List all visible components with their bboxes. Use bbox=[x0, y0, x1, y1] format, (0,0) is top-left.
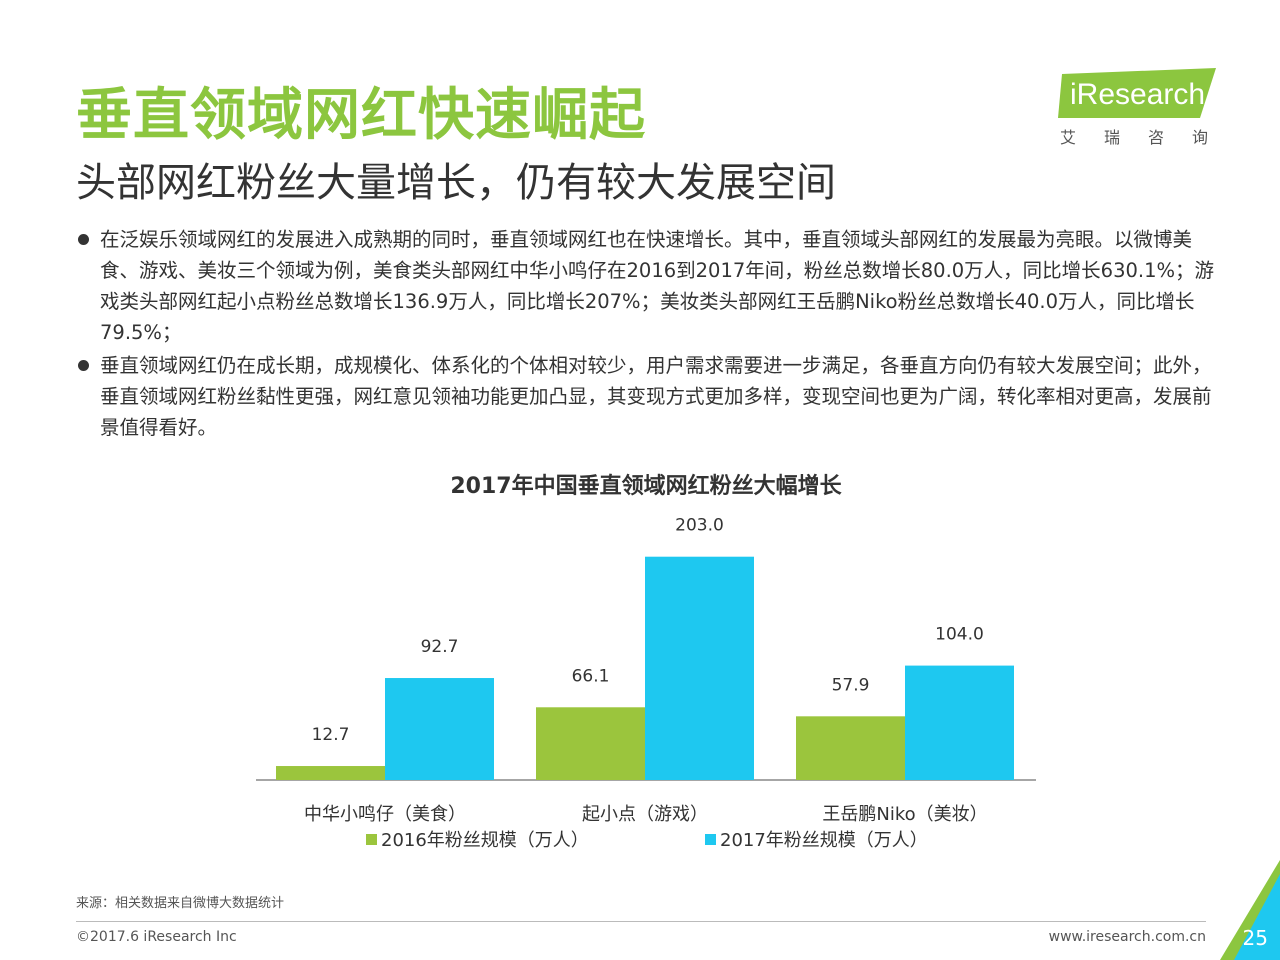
bar-2017 bbox=[905, 665, 1014, 780]
logo-chinese-name: 艾瑞咨询 bbox=[1060, 128, 1237, 147]
page-number: 25 bbox=[1242, 926, 1268, 950]
legend-item-2017: 2017年粉丝规模（万人） bbox=[705, 826, 928, 852]
data-label: 92.7 bbox=[421, 637, 459, 657]
bullet-list: 在泛娱乐领域网红的发展进入成熟期的同时，垂直领域网红也在快速增长。其中，垂直领域… bbox=[76, 224, 1216, 445]
footer-divider bbox=[76, 921, 1206, 922]
bar-2016 bbox=[536, 707, 645, 780]
data-label: 12.7 bbox=[312, 725, 350, 745]
bullet-item: 垂直领域网红仍在成长期，成规模化、体系化的个体相对较少，用户需求需要进一步满足，… bbox=[76, 350, 1216, 443]
category-label: 王岳鹏Niko（美妆） bbox=[822, 804, 987, 825]
bar-2016 bbox=[796, 716, 905, 780]
page-title: 垂直领域网红快速崛起 bbox=[76, 83, 646, 148]
legend-label: 2016年粉丝规模（万人） bbox=[381, 830, 589, 851]
data-label: 203.0 bbox=[675, 516, 724, 536]
bullet-text: 在泛娱乐领域网红的发展进入成熟期的同时，垂直领域网红也在快速增长。其中，垂直领域… bbox=[100, 228, 1215, 344]
data-label: 66.1 bbox=[572, 666, 610, 686]
logo-badge-icon bbox=[1058, 68, 1216, 118]
bullet-dot-icon bbox=[78, 234, 89, 245]
website-url: www.iresearch.com.cn bbox=[1048, 929, 1206, 945]
chart-title: 2017年中国垂直领域网红粉丝大幅增长 bbox=[450, 474, 842, 499]
page-subtitle: 头部网红粉丝大量增长，仍有较大发展空间 bbox=[76, 160, 836, 206]
chart-legend: 2016年粉丝规模（万人） 2017年粉丝规模（万人） bbox=[0, 826, 1280, 856]
corner-decoration-icon bbox=[1220, 860, 1280, 960]
data-source-note: 来源：相关数据来自微博大数据统计 bbox=[76, 896, 285, 911]
bullet-text: 垂直领域网红仍在成长期，成规模化、体系化的个体相对较少，用户需求需要进一步满足，… bbox=[100, 354, 1212, 439]
data-label: 57.9 bbox=[832, 675, 870, 695]
legend-swatch-green-icon bbox=[366, 834, 377, 845]
copyright-text: ©2017.6 iResearch Inc bbox=[76, 929, 237, 945]
category-label: 起小点（游戏） bbox=[582, 804, 708, 825]
legend-swatch-blue-icon bbox=[705, 834, 716, 845]
legend-item-2016: 2016年粉丝规模（万人） bbox=[366, 826, 589, 852]
category-label: 中华小鸣仔（美食） bbox=[304, 804, 466, 825]
bar-2017 bbox=[645, 556, 754, 780]
bar-2016 bbox=[276, 766, 385, 780]
bullet-item: 在泛娱乐领域网红的发展进入成熟期的同时，垂直领域网红也在快速增长。其中，垂直领域… bbox=[76, 224, 1216, 348]
iresearch-logo: iResearch 艾瑞咨询 bbox=[1058, 68, 1218, 148]
legend-label: 2017年粉丝规模（万人） bbox=[720, 830, 928, 851]
bullet-dot-icon bbox=[78, 360, 89, 371]
logo-wordmark: iResearch bbox=[1070, 78, 1206, 111]
data-label: 104.0 bbox=[935, 625, 984, 645]
bar-2017 bbox=[385, 678, 494, 780]
